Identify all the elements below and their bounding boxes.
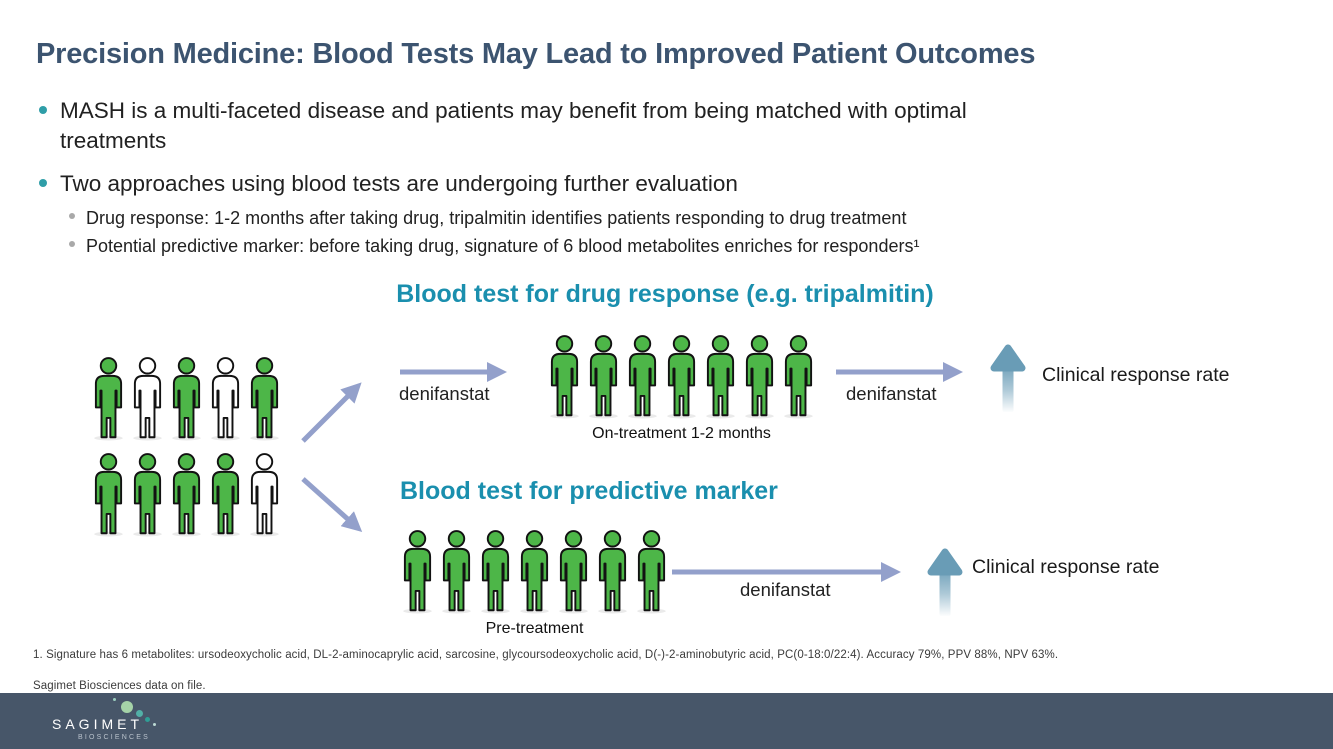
bullet-dot (39, 179, 47, 187)
person-icon (559, 530, 588, 614)
person-icon (94, 453, 123, 537)
person-icon (133, 357, 162, 441)
increase-arrow-2-head-icon (927, 548, 963, 576)
patient-group-on-treatment (546, 333, 817, 421)
person-icon (211, 357, 240, 441)
person-icon (550, 335, 579, 419)
heading-drug-response-test: Blood test for drug response (e.g. tripa… (396, 280, 934, 308)
sub-bullet-dot (69, 213, 75, 219)
sagimet-logo: SAGIMET (52, 716, 144, 732)
heading-predictive-marker-test: Blood test for predictive marker (400, 477, 778, 505)
label-pre-treatment: Pre-treatment (485, 620, 584, 637)
increase-arrow-1-shaft-icon (1002, 362, 1014, 412)
clinical-response-rate-2: Clinical response rate (972, 556, 1160, 578)
person-icon (745, 335, 774, 419)
denifanstat-label-1: denifanstat (399, 383, 490, 404)
person-icon (94, 357, 123, 441)
logo-dot-icon (121, 701, 133, 713)
person-icon (172, 453, 201, 537)
person-row (546, 333, 817, 421)
person-icon (481, 530, 510, 614)
person-icon (403, 530, 432, 614)
person-icon (706, 335, 735, 419)
denifanstat-label-3: denifanstat (740, 579, 831, 600)
person-icon (442, 530, 471, 614)
person-icon (211, 453, 240, 537)
sub-bullet-drug-response: Drug response: 1-2 months after taking d… (86, 208, 907, 228)
label-on-treatment: On-treatment 1-2 months (592, 425, 771, 442)
logo-dot-icon (136, 710, 143, 717)
bullet-two-approaches: Two approaches using blood tests are und… (60, 171, 738, 196)
patient-group-baseline (90, 355, 283, 539)
person-icon (784, 335, 813, 419)
person-icon (520, 530, 549, 614)
denifanstat-label-2: denifanstat (846, 383, 937, 404)
person-icon (250, 453, 279, 537)
person-icon (667, 335, 696, 419)
sagimet-logo-subtext: BIOSCIENCES (78, 734, 151, 741)
bullet-dot (39, 106, 47, 114)
sub-bullet-dot (69, 241, 75, 247)
footnote-data-on-file: Sagimet Biosciences data on file. (33, 680, 206, 692)
person-row (90, 355, 283, 443)
person-row (90, 451, 283, 539)
person-icon (133, 453, 162, 537)
person-icon (589, 335, 618, 419)
increase-arrow-1-head-icon (990, 344, 1026, 372)
branch-arrow-up-icon (301, 382, 362, 443)
person-icon (637, 530, 666, 614)
person-icon (250, 357, 279, 441)
person-icon (598, 530, 627, 614)
person-icon (172, 357, 201, 441)
page-title: Precision Medicine: Blood Tests May Lead… (36, 38, 1036, 70)
logo-dot-icon (153, 723, 156, 726)
logo-dot-icon (113, 698, 116, 701)
branch-arrow-down-icon (301, 477, 363, 533)
clinical-response-rate-1: Clinical response rate (1042, 364, 1230, 386)
person-icon (628, 335, 657, 419)
bullet-mash: MASH is a multi-faceted disease and pati… (60, 98, 967, 153)
increase-arrow-2-shaft-icon (939, 566, 951, 616)
logo-dot-icon (145, 717, 150, 722)
footnote-metabolites: 1. Signature has 6 metabolites: ursodeox… (33, 649, 1059, 661)
person-row (399, 528, 670, 616)
footer-bar: SAGIMET BIOSCIENCES October 2025 27 (0, 693, 1333, 749)
sub-bullet-predictive-marker: Potential predictive marker: before taki… (86, 236, 920, 256)
patient-group-pre-treatment (399, 528, 670, 616)
